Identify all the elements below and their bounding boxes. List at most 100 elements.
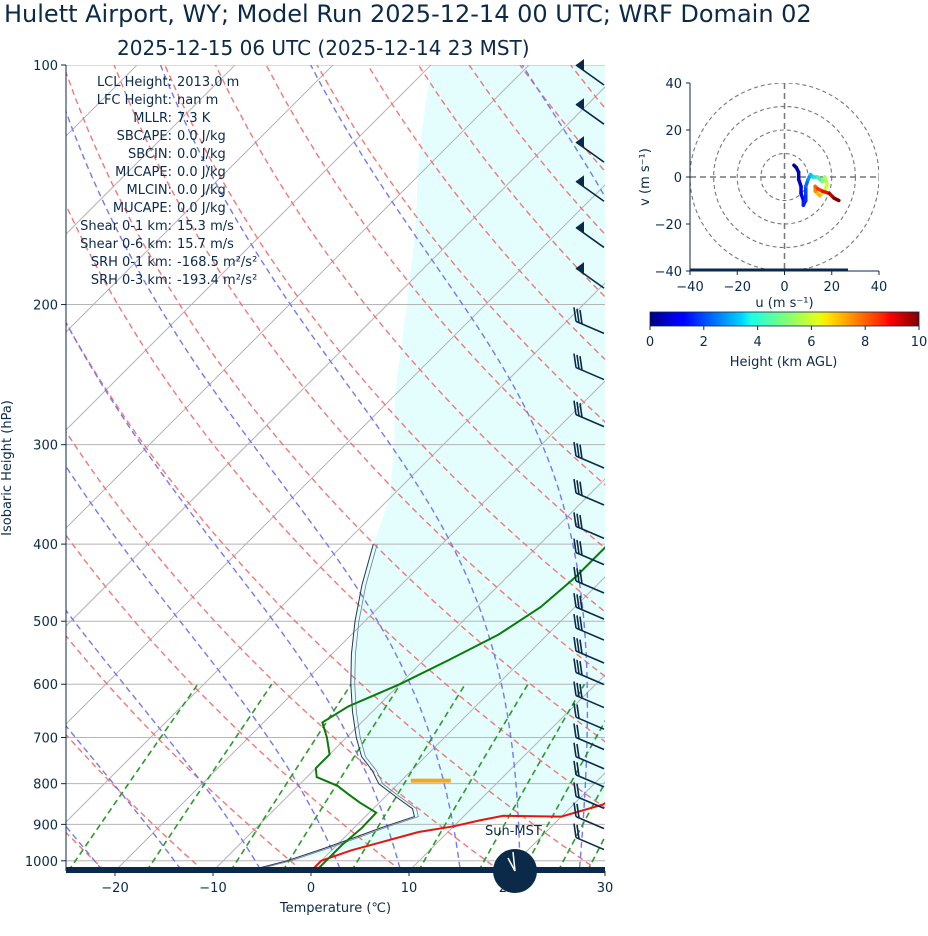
x-tick-label: 30 [597, 881, 614, 896]
hodo-y-tick-label: 20 [665, 124, 682, 139]
barb-feather [576, 638, 580, 653]
barb-feather [573, 512, 577, 527]
barb-pennant [576, 98, 584, 111]
wind-barb [573, 782, 605, 810]
barb-staff [575, 366, 605, 381]
barb-feather [576, 539, 580, 555]
colorbar-tick-label: 6 [807, 335, 815, 350]
wind-barb [573, 307, 605, 335]
barb-staff [575, 716, 605, 730]
hodograph-plot-area [690, 83, 879, 271]
barb-feather [576, 762, 580, 777]
barb-feather [573, 760, 577, 776]
barb-feather [573, 636, 577, 652]
colorbar-tick-label: 8 [861, 335, 869, 350]
moist-adiabat [66, 465, 342, 871]
hodo-y-tick-label: 0 [674, 171, 682, 186]
stat-label: MLCIN: [127, 183, 172, 198]
hodo-y-tick-label: −40 [655, 265, 682, 280]
isotherm-line [66, 65, 236, 235]
skewt-plot-area [66, 65, 605, 871]
barb-feather [579, 403, 583, 418]
stat-label: MLCAPE: [115, 165, 172, 180]
barb-feather [576, 568, 580, 583]
barb-pennant [576, 262, 584, 275]
wind-barb [573, 681, 605, 709]
temperature-profile [310, 802, 605, 871]
barb-feather [573, 613, 577, 629]
figure-subtitle: 2025-12-15 06 UTC (2025-12-14 23 MST) [117, 36, 530, 60]
stat-value: -168.5 m²/s² [177, 255, 257, 270]
colorbar-tick-label: 4 [753, 335, 761, 350]
barb-staff [575, 580, 605, 594]
barb-feather [576, 743, 580, 759]
barb-feather [573, 566, 577, 582]
stat-label: MLLR: [133, 111, 172, 126]
barb-feather [579, 514, 583, 530]
stat-value: 0.0 J/kg [177, 129, 226, 144]
stat-value: 0.0 J/kg [177, 201, 226, 216]
barb-feather [576, 824, 580, 839]
wind-barb [573, 658, 605, 686]
wind-barb [573, 742, 605, 770]
moist-adiabat [159, 65, 521, 871]
sun-clock-hand [507, 857, 516, 872]
wind-barb [573, 353, 605, 381]
barb-staff [575, 671, 605, 686]
stat-value: 15.7 m/s [177, 237, 234, 252]
hodo-x-tick-label: 40 [871, 280, 888, 295]
barb-feather [579, 481, 583, 496]
barb-pennant [576, 59, 584, 71]
stat-label: LFC Height: [97, 93, 172, 108]
barb-feather [573, 823, 577, 838]
hodo-y-tick-label: 40 [665, 77, 682, 92]
moist-adiabat [66, 724, 183, 871]
barb-feather [573, 703, 577, 718]
barb-pennant [576, 175, 584, 188]
isotherm-line [66, 65, 334, 333]
wind-barb [573, 566, 605, 594]
barb-feather [576, 783, 580, 798]
wind-barb [575, 59, 605, 86]
barb-feather [579, 639, 583, 654]
isotherm-line [66, 65, 432, 431]
barb-feather [579, 356, 583, 371]
parcel-trace-virtual [251, 543, 419, 871]
barb-feather [579, 661, 583, 676]
stat-label: SRH 0-3 km: [91, 273, 172, 288]
isotherm-line [66, 282, 605, 823]
wind-barb [573, 512, 605, 540]
dewpoint-profile [314, 546, 605, 871]
wind-barb [573, 400, 605, 428]
hodo-x-tick-label: −40 [676, 280, 703, 295]
barb-feather [576, 354, 580, 369]
y-tick-label: 900 [33, 818, 58, 833]
barb-feather [573, 742, 577, 757]
isotherm-line [66, 184, 605, 725]
wind-barb [573, 538, 605, 566]
stat-label: Shear 0-1 km: [80, 219, 172, 234]
moist-adiabat [66, 321, 402, 871]
isotherm-line [66, 65, 530, 529]
barb-pennant [576, 221, 584, 234]
barb-staff [575, 795, 605, 810]
stat-label: SRH 0-1 km: [91, 255, 172, 270]
isotherm-line [66, 86, 605, 627]
hodo-x-tick-label: 20 [823, 280, 840, 295]
dry-adiabat [66, 70, 605, 743]
wind-barb [573, 478, 605, 506]
hodo-x-tick-label: −20 [724, 280, 751, 295]
isotherm-line [310, 576, 605, 871]
barb-staff [575, 606, 605, 620]
stat-value: nan m [177, 93, 218, 108]
barb-feather [573, 307, 577, 322]
wind-barb [573, 823, 605, 851]
stat-value: 0.0 J/kg [177, 147, 226, 162]
y-tick-label: 100 [33, 59, 58, 74]
wind-barb [573, 802, 605, 830]
hodo-segment [832, 196, 841, 203]
barb-feather [579, 309, 583, 325]
barb-feather [573, 723, 577, 738]
barb-feather [576, 704, 580, 719]
barb-staff [575, 694, 605, 709]
